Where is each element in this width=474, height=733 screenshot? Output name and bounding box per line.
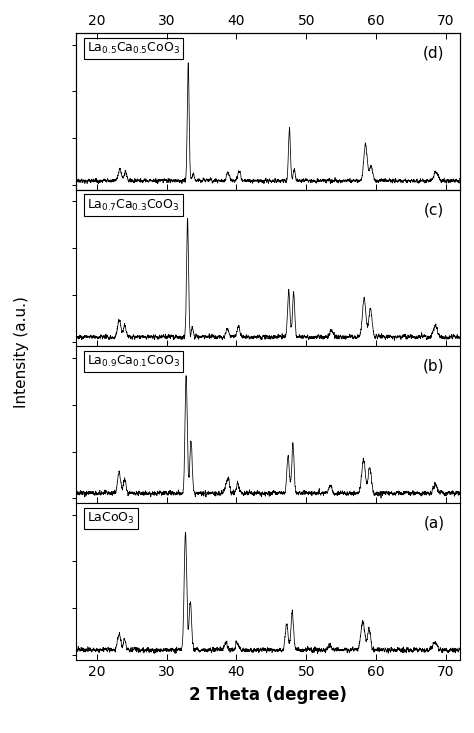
X-axis label: 2 Theta (degree): 2 Theta (degree) [189, 685, 347, 704]
Text: (b): (b) [423, 359, 445, 374]
Text: La$_{0.9}$Ca$_{0.1}$CoO$_{3}$: La$_{0.9}$Ca$_{0.1}$CoO$_{3}$ [87, 354, 181, 369]
Text: LaCoO$_{3}$: LaCoO$_{3}$ [87, 511, 135, 526]
Text: (c): (c) [424, 202, 445, 217]
Text: (d): (d) [423, 45, 445, 61]
Text: (a): (a) [423, 515, 445, 531]
Text: Intensity (a.u.): Intensity (a.u.) [14, 296, 29, 408]
Text: La$_{0.5}$Ca$_{0.5}$CoO$_{3}$: La$_{0.5}$Ca$_{0.5}$CoO$_{3}$ [87, 41, 181, 56]
Text: La$_{0.7}$Ca$_{0.3}$CoO$_{3}$: La$_{0.7}$Ca$_{0.3}$CoO$_{3}$ [87, 197, 180, 213]
